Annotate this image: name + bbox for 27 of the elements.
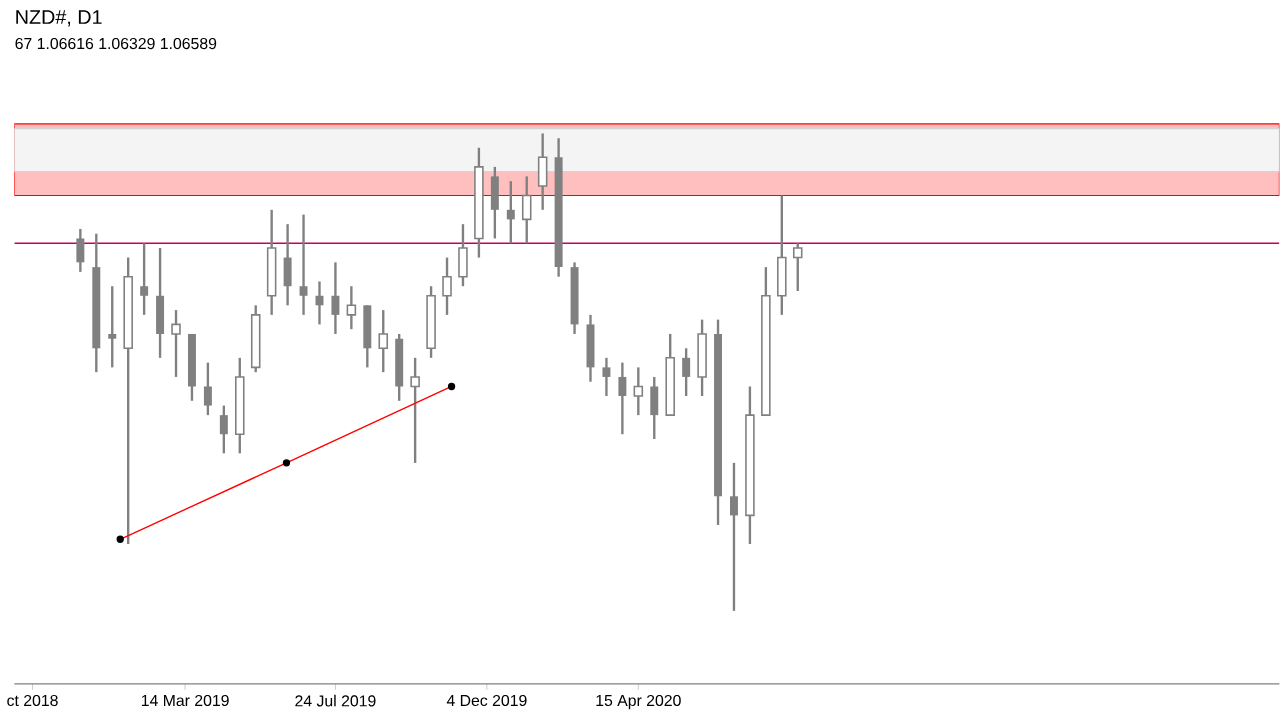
candlestick	[442, 256, 452, 317]
candlestick	[602, 356, 611, 398]
candlestick	[299, 213, 308, 317]
candlestick	[140, 242, 149, 317]
chart-subtitle: 67 1.06616 1.06329 1.06589	[15, 38, 217, 50]
candlestick	[633, 366, 644, 417]
candlestick	[618, 361, 627, 436]
candlestick	[729, 461, 738, 613]
candlestick	[331, 261, 340, 336]
candlestick	[346, 285, 357, 331]
candlestick	[76, 227, 85, 274]
candlestick	[203, 361, 212, 417]
candlestick	[521, 175, 532, 245]
candlestick	[378, 309, 389, 374]
candlestick	[682, 347, 691, 398]
x-tick-label: 14 Mar 2019	[141, 694, 229, 707]
candlestick	[506, 180, 515, 245]
x-tick-label: 15 Apr 2020	[596, 694, 681, 710]
x-tick-label: ct 2018	[7, 694, 58, 707]
chart-title: NZD#, D1	[16, 10, 102, 27]
candlestick	[171, 309, 181, 379]
candlestick	[219, 404, 228, 455]
x-tick-label: 24 Jul 2019	[295, 694, 376, 707]
candlestick	[792, 242, 803, 293]
x-tick-label: 4 Dec 2019	[446, 694, 527, 707]
candlestick	[108, 285, 117, 369]
candlestick	[410, 356, 420, 465]
